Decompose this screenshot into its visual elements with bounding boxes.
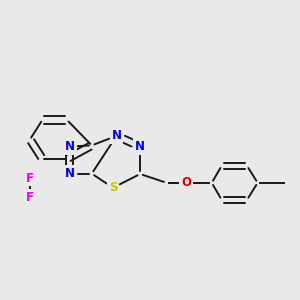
Text: F: F [26,172,34,185]
Text: N: N [65,140,75,153]
Text: N: N [135,140,145,153]
Text: O: O [181,176,191,189]
Text: S: S [109,181,117,194]
Text: N: N [112,129,122,142]
Text: N: N [65,167,75,180]
Text: F: F [26,191,34,204]
